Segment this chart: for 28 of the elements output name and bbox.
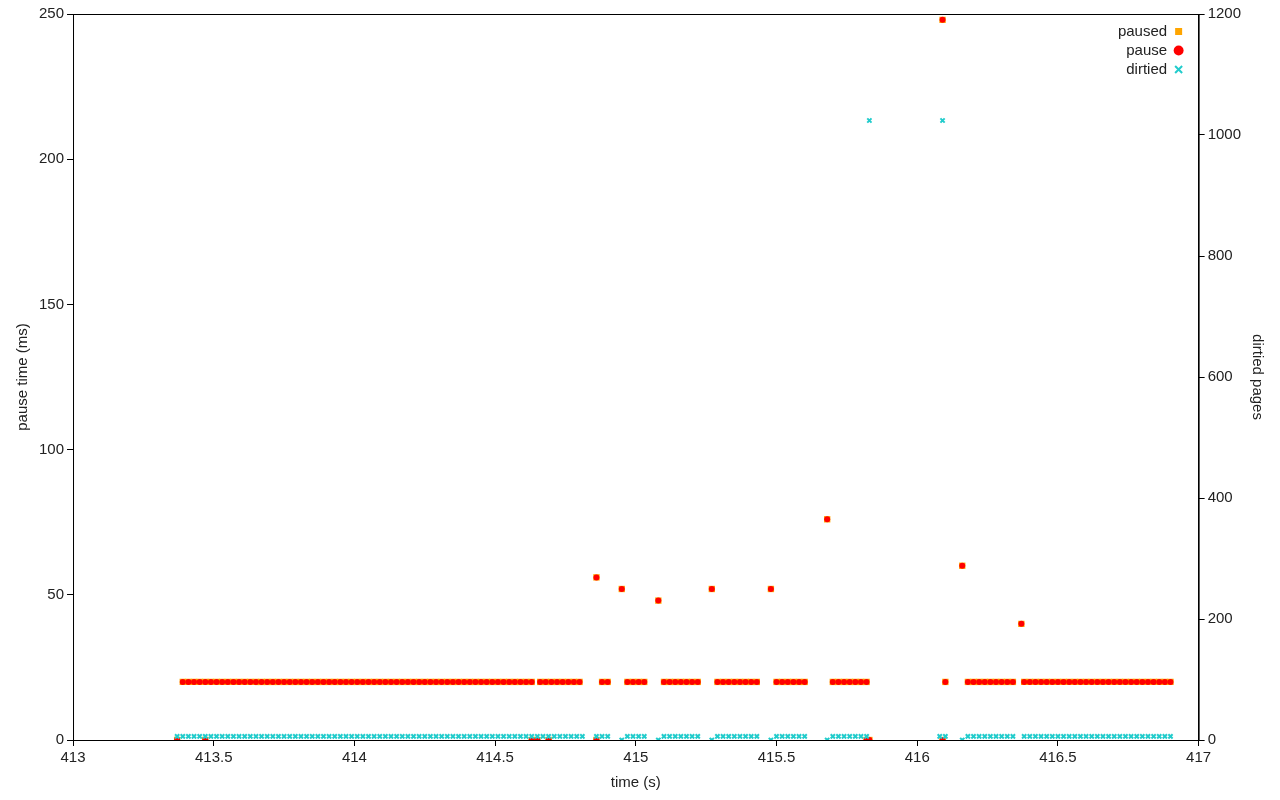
x-tick-label: 414: [341, 748, 367, 766]
y-tick-label: 0: [55, 730, 65, 748]
x-tick-label: 413.5: [194, 748, 233, 766]
x-tick-label: 413: [60, 748, 86, 766]
legend-label: dirtied: [1126, 59, 1168, 77]
y2-tick-label: 0: [1207, 730, 1216, 748]
y2-axis-title: dirtied pages: [1249, 334, 1267, 420]
x-tick-label: 415: [623, 748, 649, 766]
y2-tick-label: 200: [1207, 609, 1233, 627]
y-tick-label: 200: [39, 149, 65, 167]
legend-label: paused: [1117, 21, 1168, 39]
y2-tick-label: 1200: [1207, 4, 1242, 22]
y2-tick-label: 600: [1207, 367, 1233, 385]
y-tick-label: 100: [39, 439, 65, 457]
x-tick-label: 414.5: [476, 748, 514, 766]
y-tick-label: 250: [39, 4, 65, 22]
x-tick-label: 417: [1186, 748, 1212, 766]
y2-tick-label: 1000: [1207, 125, 1242, 143]
y-tick-label: 50: [47, 584, 65, 602]
x-tick-label: 416: [904, 748, 930, 766]
y2-tick-label: 400: [1207, 488, 1233, 506]
y-axis-title: pause time (ms): [13, 323, 31, 431]
y-tick-label: 150: [39, 294, 65, 312]
x-axis-title: time (s): [610, 773, 661, 791]
x-tick-label: 415.5: [757, 748, 796, 766]
x-tick-label: 416.5: [1039, 748, 1077, 766]
y2-tick-label: 800: [1207, 246, 1233, 264]
legend-label: pause: [1126, 40, 1168, 58]
